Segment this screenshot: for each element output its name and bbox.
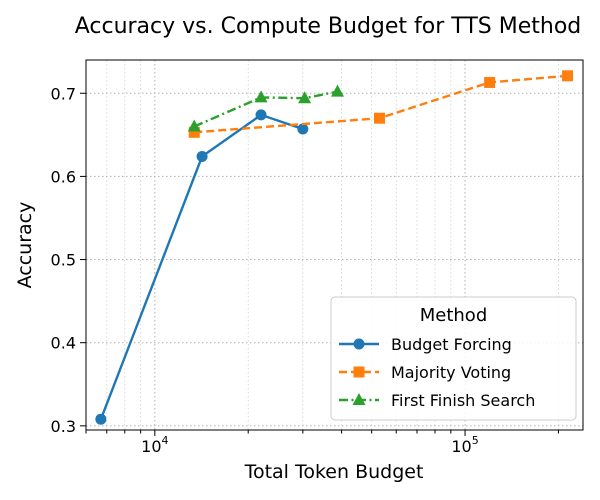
- series-first-finish-search: [187, 84, 344, 132]
- majority-voting-line: [194, 74, 568, 134]
- legend-label: Majority Voting: [391, 363, 511, 382]
- chart-title: Accuracy vs. Compute Budget for TTS Meth…: [75, 14, 582, 39]
- y-tick-label: 0.5: [51, 251, 76, 270]
- majority-voting-point: [188, 126, 200, 138]
- y-tick-label: 0.7: [51, 84, 76, 103]
- legend-label: First Finish Search: [391, 391, 535, 410]
- series-budget-forcing: [95, 109, 309, 425]
- series-layer: [95, 70, 574, 425]
- majority-voting-point: [562, 70, 574, 82]
- budget-forcing-point: [95, 413, 107, 425]
- majority-voting-point: [374, 112, 386, 124]
- legend-box: [330, 296, 577, 421]
- legend-marker: [353, 338, 365, 350]
- y-axis-label: Accuracy: [14, 202, 36, 289]
- first-finish-search-point: [254, 90, 268, 103]
- legend-label: Budget Forcing: [391, 335, 512, 354]
- first-finish-search-line: [193, 90, 338, 128]
- x-tick-label: 105: [451, 434, 478, 456]
- x-axis-label: Total Token Budget: [244, 461, 424, 483]
- first-finish-search-point: [298, 91, 312, 104]
- budget-forcing-point: [297, 123, 309, 135]
- y-tick-label: 0.3: [51, 417, 76, 436]
- legend-item-first-finish-search: First Finish Search: [339, 391, 535, 410]
- series-majority-voting: [188, 70, 574, 138]
- first-finish-search-point: [330, 84, 344, 97]
- budget-forcing-point: [196, 150, 208, 162]
- x-tick-label: 104: [141, 434, 168, 456]
- first-finish-search-point: [187, 119, 201, 132]
- y-tick-label: 0.6: [51, 167, 76, 186]
- budget-forcing-line: [99, 113, 304, 420]
- majority-voting-point: [484, 76, 496, 88]
- legend-item-budget-forcing: Budget Forcing: [339, 335, 512, 354]
- legend-marker: [353, 366, 365, 378]
- legend: Method Budget Forcing Majority Voting First…: [330, 296, 577, 421]
- y-tick-label: 0.4: [51, 334, 76, 353]
- legend-title: Method: [420, 305, 488, 326]
- legend-marker: [352, 393, 366, 405]
- plot-frame: [85, 59, 584, 431]
- legend-item-majority-voting: Majority Voting: [339, 363, 511, 382]
- axes: 0.3 0.4 0.5 0.6 0.7 104 105: [51, 84, 559, 456]
- budget-forcing-point: [255, 109, 267, 121]
